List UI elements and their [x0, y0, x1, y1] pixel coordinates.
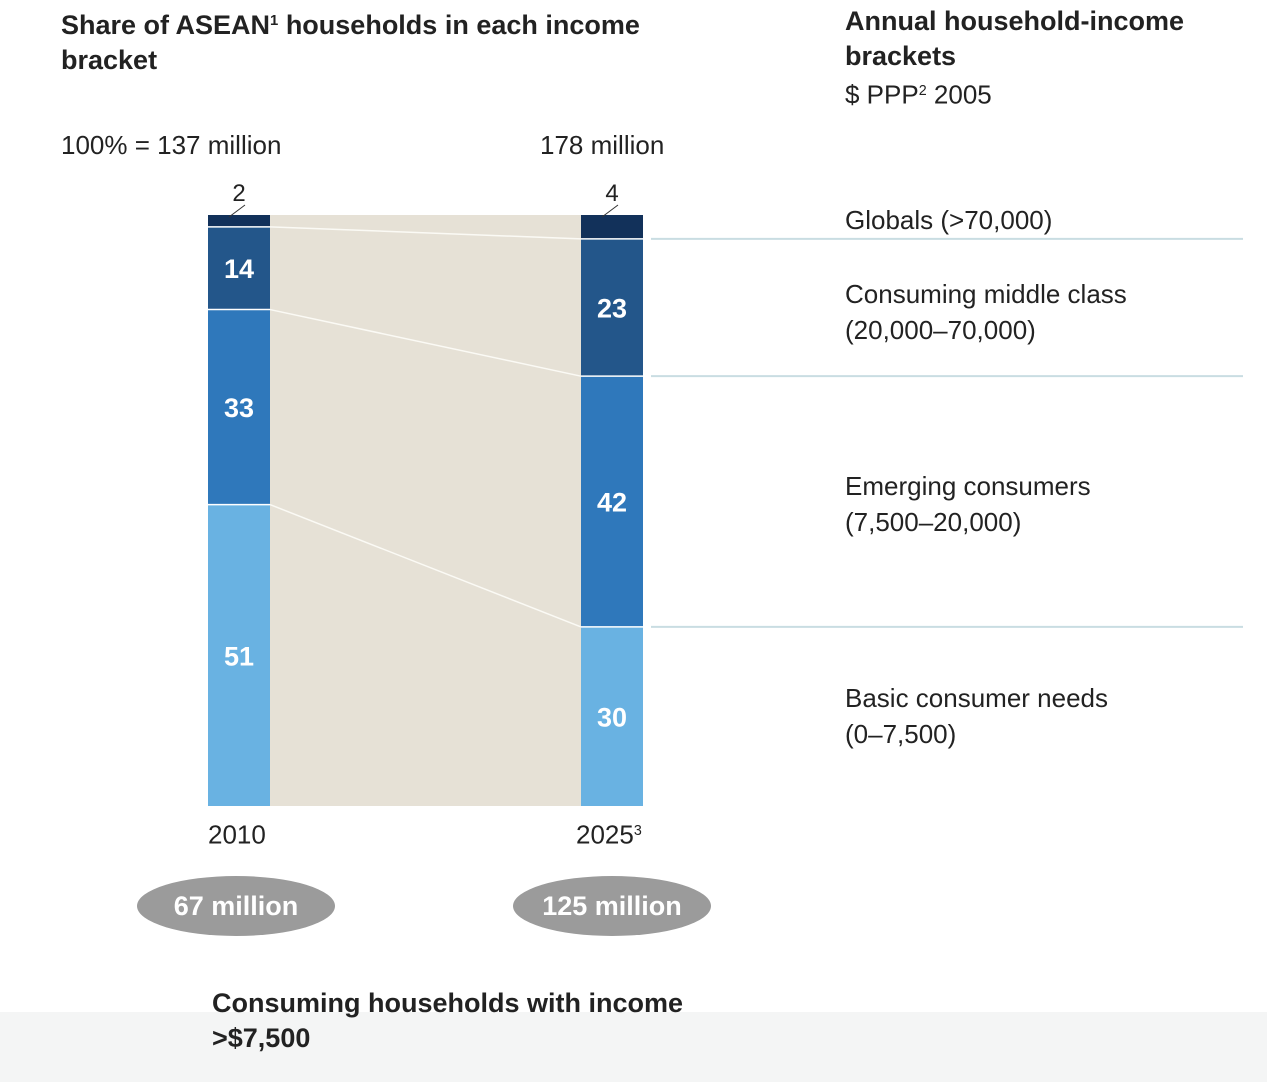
bracket-label-basic: Basic consumer needs (0–7,500) [845, 683, 1109, 749]
bracket-dividers [651, 237, 1243, 628]
bar-segment-2025-emerging-consumers [581, 376, 643, 627]
bar-segment-2010-globals [208, 215, 270, 227]
connector-line [269, 226, 582, 240]
connector-line [269, 503, 582, 628]
value-label-2025-basic-consumer-needs: 30 [597, 702, 627, 732]
connector-line [269, 308, 582, 377]
consuming-households-2025-badge: 125 million [513, 876, 711, 936]
legend-title: Annual household-income brackets [845, 6, 1185, 71]
consuming-households-note: Consuming households with income >$7,500 [212, 988, 684, 1053]
consuming-households-2010-badge: 67 million [137, 876, 335, 936]
connector-fill [270, 215, 581, 806]
bar-segment-2010-consuming-middle-class [208, 226, 270, 310]
value-label-2025-globals: 4 [605, 180, 618, 207]
category-label-2010: 2010 [208, 819, 266, 850]
bar-segment-2025-basic-consumer-needs [581, 626, 643, 806]
value-label-leader [601, 204, 619, 218]
segment-labels: 51 30 33 42 14 23 2 4 [224, 180, 627, 732]
value-label-2010-globals: 2 [232, 180, 245, 207]
bracket-label-middle-class: Consuming middle class (20,000–70,000) [845, 279, 1127, 345]
footer-band [0, 1012, 1267, 1082]
bars [208, 215, 643, 806]
value-label-leader [228, 204, 246, 218]
bracket-label-emerging: Emerging consumers (7,500–20,000) [845, 471, 1091, 537]
bar-segment-2025-globals [581, 215, 643, 239]
value-label-2025-emerging-consumers: 42 [597, 488, 627, 518]
value-label-2025-consuming-middle-class: 23 [597, 294, 627, 324]
value-label-2010-emerging-consumers: 33 [224, 393, 254, 423]
bar-segment-2010-basic-consumer-needs [208, 504, 270, 806]
category-label-2025: 20253 [576, 819, 642, 850]
connector-area [269, 215, 582, 806]
total-2025: 178 million [540, 130, 665, 160]
total-2010: 100% = 137 million [61, 130, 282, 160]
bracket-label-globals: Globals (>70,000) [845, 205, 1053, 235]
value-label-2010-basic-consumer-needs: 51 [224, 641, 254, 671]
bar-segment-2010-emerging-consumers [208, 309, 270, 505]
legend-subtitle: $ PPP2 2005 [845, 79, 992, 110]
chart-title-left: Share of ASEAN1 households in each incom… [61, 9, 640, 75]
value-label-2010-consuming-middle-class: 14 [224, 254, 254, 284]
bar-segment-2025-consuming-middle-class [581, 238, 643, 377]
